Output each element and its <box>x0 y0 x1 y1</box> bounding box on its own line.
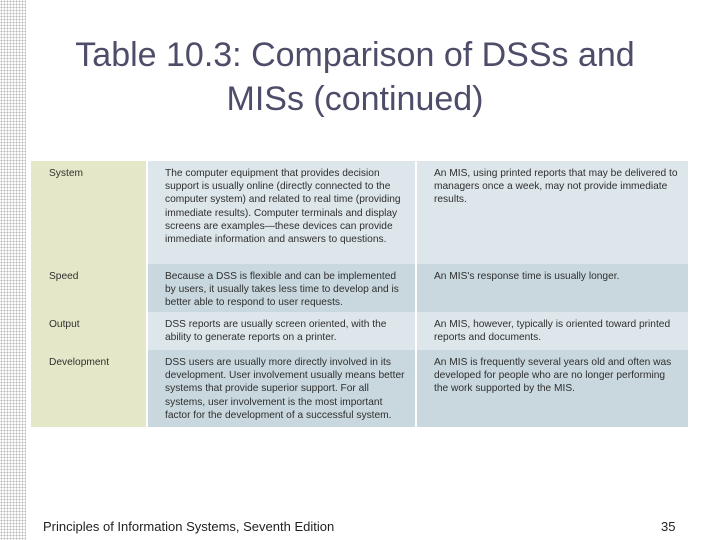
row-label: System <box>31 161 148 264</box>
mis-cell: An MIS is frequently several years old a… <box>417 350 688 427</box>
page-number: 35 <box>661 519 676 534</box>
dss-cell: DSS users are usually more directly invo… <box>148 350 417 427</box>
dss-cell: Because a DSS is flexible and can be imp… <box>148 264 417 312</box>
comparison-table: System The computer equipment that provi… <box>31 161 688 427</box>
footer-source: Principles of Information Systems, Seven… <box>43 519 335 534</box>
slide-title: Table 10.3: Comparison of DSSs and MISs … <box>75 36 635 118</box>
row-label: Speed <box>31 264 148 312</box>
row-label: Development <box>31 350 148 427</box>
table-row: System The computer equipment that provi… <box>31 161 688 266</box>
dss-cell: The computer equipment that provides dec… <box>148 161 417 264</box>
row-label: Output <box>31 312 148 350</box>
table-row: Output DSS reports are usually screen or… <box>31 312 688 352</box>
table-row: Speed Because a DSS is flexible and can … <box>31 264 688 314</box>
mis-cell: An MIS, using printed reports that may b… <box>417 161 688 264</box>
dotted-border <box>0 0 26 540</box>
mis-cell: An MIS's response time is usually longer… <box>417 264 688 312</box>
table-row: Development DSS users are usually more d… <box>31 350 688 427</box>
dss-cell: DSS reports are usually screen oriented,… <box>148 312 417 350</box>
mis-cell: An MIS, however, typically is oriented t… <box>417 312 688 350</box>
